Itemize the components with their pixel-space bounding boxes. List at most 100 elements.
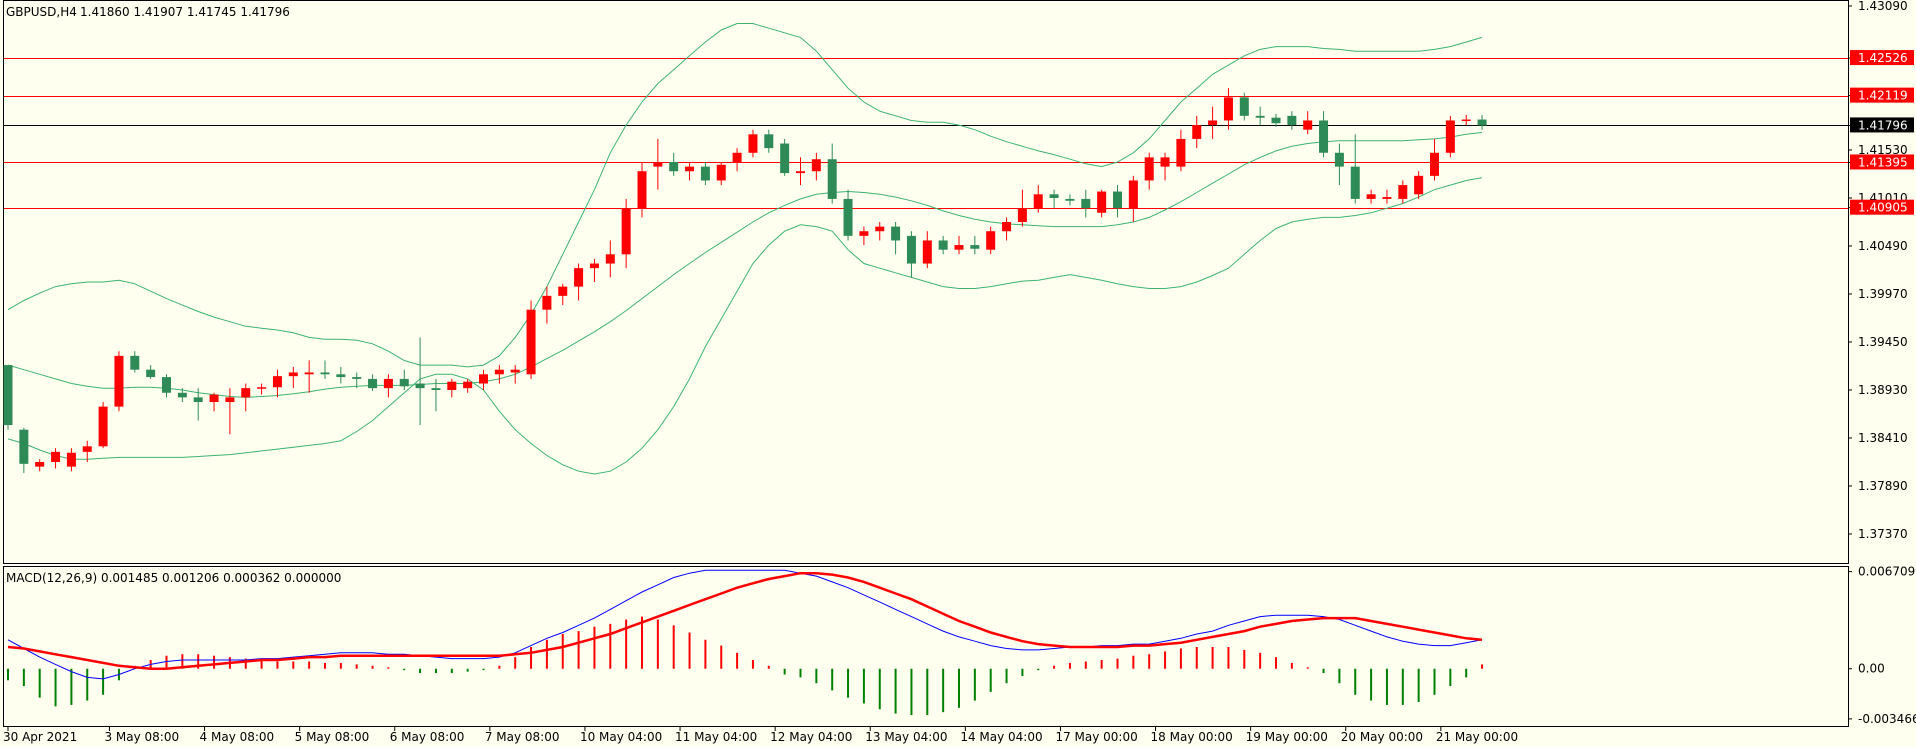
price-tick-label: 1.39450 bbox=[1858, 335, 1908, 349]
candle-body bbox=[891, 226, 901, 241]
candle-body bbox=[1239, 97, 1249, 116]
candle-body bbox=[1430, 152, 1439, 176]
price-tag-box bbox=[1850, 117, 1914, 133]
candle-body bbox=[1081, 198, 1091, 209]
macd-axis: 0.006709 0.00 -0.003466 bbox=[1848, 565, 1916, 726]
candle-49 bbox=[780, 138, 790, 176]
signal-line bbox=[7, 571, 1483, 670]
candle-55 bbox=[875, 222, 885, 241]
time-tick-label: 4 May 08:00 bbox=[200, 730, 275, 744]
candle-body bbox=[1303, 120, 1313, 130]
price-tick-label: 1.41530 bbox=[1858, 143, 1908, 157]
candle-body bbox=[1049, 194, 1059, 198]
candle-body bbox=[954, 245, 964, 250]
candle-19 bbox=[304, 360, 314, 393]
bollinger-upper bbox=[7, 23, 1483, 368]
candle-64 bbox=[1017, 189, 1027, 227]
candle-81 bbox=[1287, 111, 1297, 130]
candle-27 bbox=[431, 378, 441, 412]
candle-body bbox=[589, 263, 599, 269]
candle-73 bbox=[1160, 152, 1170, 181]
candle-body bbox=[1350, 166, 1360, 199]
candle-39 bbox=[621, 198, 631, 269]
candle-body bbox=[494, 369, 504, 375]
time-tick-label: 12 May 04:00 bbox=[770, 730, 852, 744]
macd-label: MACD(12,26,9) 0.001485 0.001206 0.000362… bbox=[6, 571, 341, 585]
candlesticks bbox=[3, 88, 1487, 474]
candle-body bbox=[1223, 97, 1233, 121]
candle-68 bbox=[1081, 189, 1091, 218]
candle-89 bbox=[1414, 171, 1424, 199]
candle-body bbox=[193, 397, 203, 402]
time-tick-label: 11 May 04:00 bbox=[675, 730, 757, 744]
candle-body bbox=[1382, 197, 1392, 199]
candle-body bbox=[510, 369, 520, 373]
price-tick-label: 1.37890 bbox=[1858, 479, 1908, 493]
candle-body bbox=[1002, 222, 1012, 232]
candle-57 bbox=[906, 231, 916, 278]
candle-85 bbox=[1350, 134, 1360, 204]
candle-body bbox=[399, 378, 409, 387]
candle-body bbox=[716, 164, 726, 181]
candle-body bbox=[796, 171, 805, 174]
candle-body bbox=[859, 231, 869, 236]
candle-body bbox=[431, 388, 441, 390]
candle-7 bbox=[114, 351, 124, 412]
candle-body bbox=[574, 268, 584, 287]
candle-66 bbox=[1049, 189, 1059, 209]
candle-body bbox=[700, 166, 710, 181]
macd-line bbox=[7, 569, 1483, 680]
candle-body bbox=[35, 462, 45, 467]
price-tick-label: 1.39970 bbox=[1858, 287, 1908, 301]
candle-82 bbox=[1303, 111, 1313, 135]
candle-6 bbox=[98, 402, 108, 449]
candle-21 bbox=[336, 366, 346, 384]
bollinger-lower bbox=[7, 177, 1483, 475]
candle-25 bbox=[399, 369, 409, 390]
candle-body bbox=[19, 429, 29, 464]
candle-body bbox=[1160, 157, 1170, 167]
candle-79 bbox=[1255, 106, 1265, 126]
candle-body bbox=[415, 383, 425, 389]
candle-44 bbox=[700, 162, 710, 186]
candle-body bbox=[1255, 115, 1265, 118]
candle-body bbox=[922, 240, 932, 264]
candle-body bbox=[875, 226, 885, 232]
candle-body bbox=[162, 377, 171, 393]
candle-53 bbox=[843, 189, 853, 241]
candle-74 bbox=[1176, 129, 1186, 172]
main-pane-frame bbox=[3, 0, 1849, 564]
candle-body bbox=[938, 240, 948, 250]
macd-indicator bbox=[7, 569, 1484, 716]
candle-body bbox=[257, 387, 267, 389]
time-tick-label: 30 Apr 2021 bbox=[3, 730, 77, 744]
candle-body bbox=[970, 245, 980, 249]
candle-body bbox=[1445, 120, 1455, 153]
candle-37 bbox=[589, 258, 599, 282]
candle-47 bbox=[748, 129, 758, 158]
candle-body bbox=[986, 231, 996, 250]
candle-26 bbox=[415, 337, 425, 426]
candle-body bbox=[98, 406, 108, 447]
candle-84 bbox=[1334, 143, 1344, 186]
candle-body bbox=[1461, 119, 1471, 122]
candle-body bbox=[272, 376, 282, 388]
price-tick-label: 1.43090 bbox=[1858, 0, 1908, 13]
candle-body bbox=[827, 159, 837, 199]
candle-10 bbox=[162, 374, 171, 398]
candle-31 bbox=[494, 365, 504, 384]
candle-29 bbox=[463, 378, 473, 393]
candle-92 bbox=[1461, 114, 1471, 126]
price-tick-label: 1.40490 bbox=[1858, 239, 1908, 253]
candle-45 bbox=[716, 162, 726, 186]
candle-24 bbox=[383, 374, 393, 398]
candle-body bbox=[906, 235, 916, 264]
candle-body bbox=[1208, 120, 1218, 126]
candle-body bbox=[685, 166, 695, 172]
candle-body bbox=[209, 394, 219, 402]
candle-body bbox=[304, 372, 314, 375]
candle-52 bbox=[827, 143, 837, 204]
candle-20 bbox=[320, 360, 330, 379]
candle-body bbox=[51, 451, 61, 462]
